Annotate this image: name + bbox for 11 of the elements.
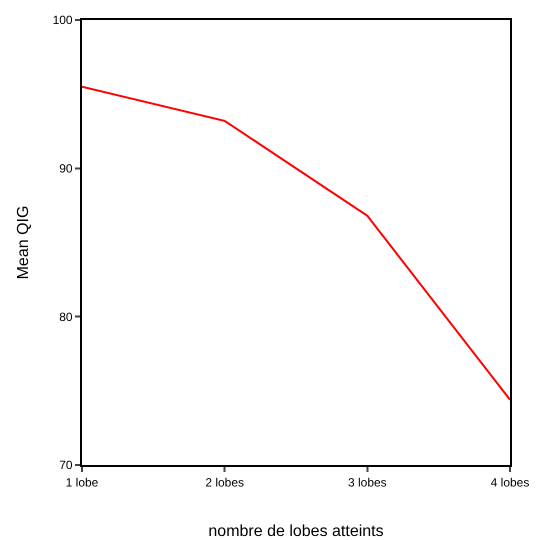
y-axis-title: Mean QIG <box>14 206 32 280</box>
line-series <box>82 86 510 401</box>
x-axis-title: nombre de lobes atteints <box>208 523 384 540</box>
x-tick-label: 3 lobes <box>348 475 387 490</box>
y-tick-label: 70 <box>59 458 73 472</box>
x-tick-label: 2 lobes <box>205 475 244 490</box>
y-tick-label: 100 <box>52 13 73 28</box>
y-tick-label: 90 <box>59 162 73 176</box>
x-tick-label: 1 lobe <box>66 475 99 490</box>
x-tick-label: 4 lobes <box>490 475 530 490</box>
y-tick-label: 80 <box>59 310 73 324</box>
